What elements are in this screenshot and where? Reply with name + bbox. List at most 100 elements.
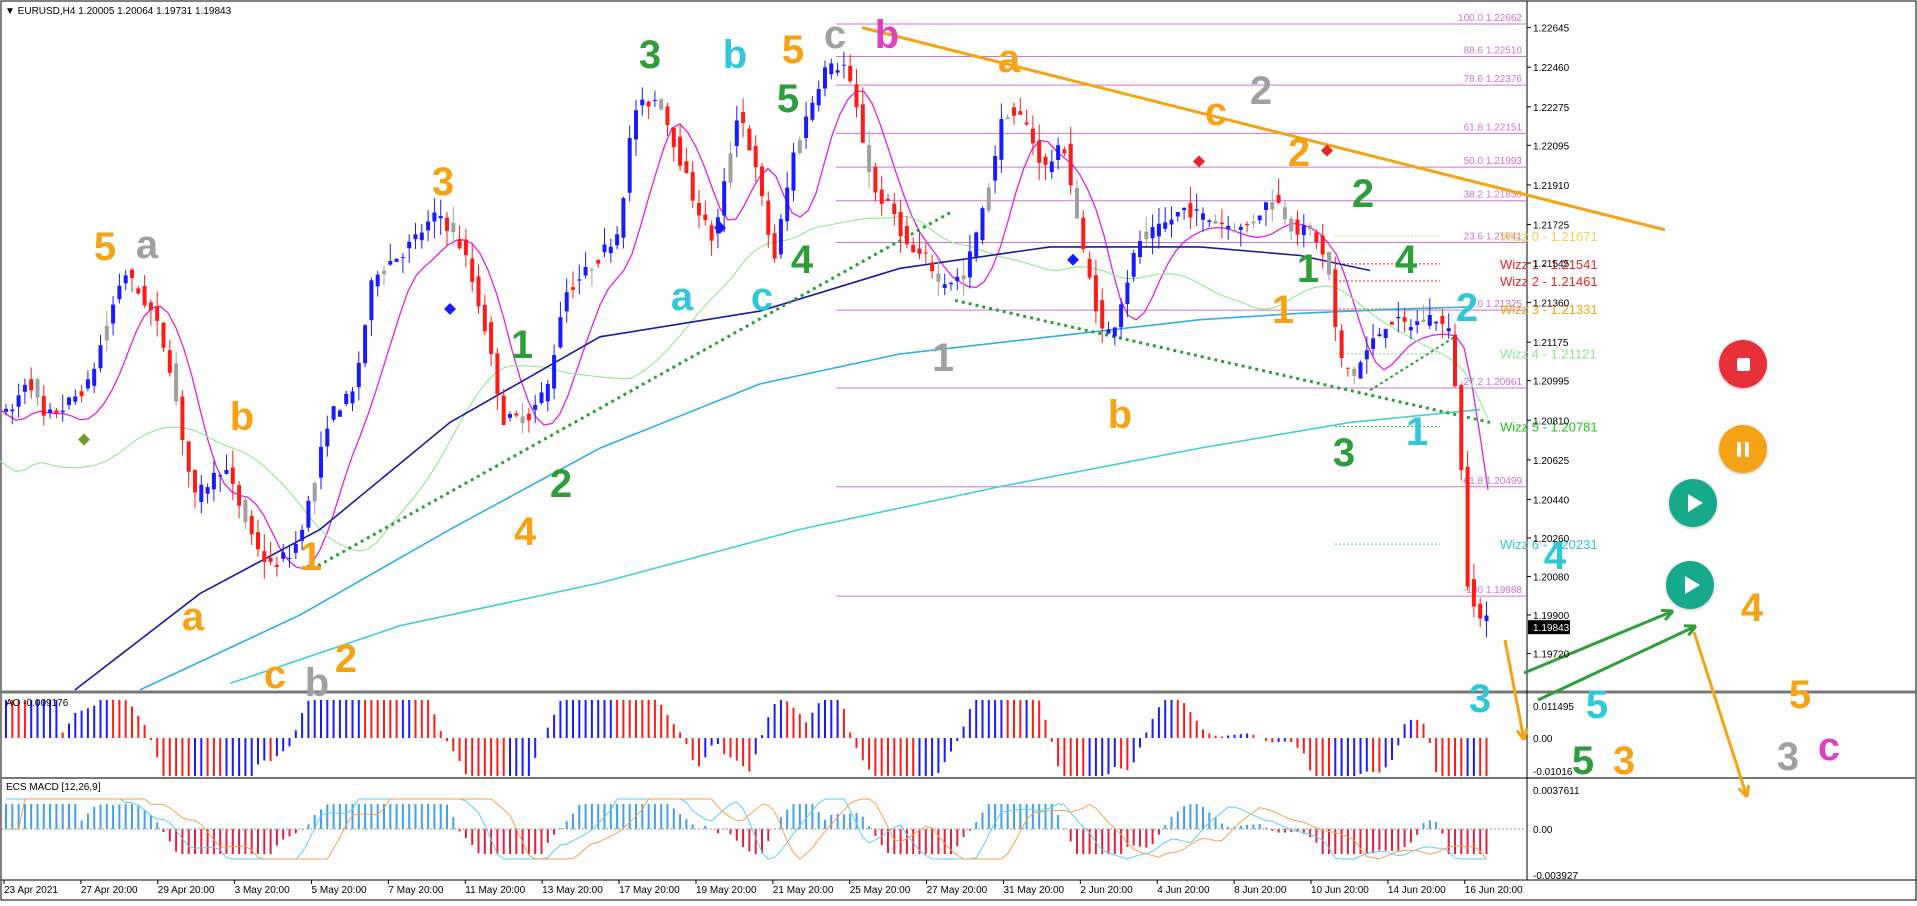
price-axis-label: 1.21725 [1533,220,1570,231]
candle-body [281,552,286,559]
candle-body [218,475,223,477]
candle-body [942,284,947,288]
candle-body [123,275,128,284]
candle-body [489,322,494,355]
candle-body [810,102,815,120]
candle-body [199,484,204,502]
candle-body [79,391,84,397]
candle-body [986,187,991,211]
candle-body [67,397,71,406]
candle-body [1201,213,1205,220]
wave-label: c [824,13,846,57]
wave-label: 1 [1272,288,1294,332]
wave-label: a [136,223,159,267]
price-axis-label: 1.22095 [1533,141,1570,152]
last-price-label: 1.19843 [1533,623,1570,634]
play-button[interactable] [1669,479,1717,527]
resistance-trendline [861,26,1666,232]
price-axis-label: 1.21910 [1533,181,1570,192]
candle-body [627,138,632,193]
support-trendline [954,298,1491,424]
candle-body [1453,334,1457,387]
candle-body [1144,231,1149,240]
candle-body [1024,122,1029,125]
candle-body [243,499,248,523]
candle-body [1087,258,1092,278]
candle-body [130,269,134,279]
candle-body [1383,329,1388,338]
candle-body [804,116,809,138]
candle-body [1049,161,1054,172]
candle-body [1150,227,1155,239]
time-axis-label: 23 Apr 2021 [4,885,58,896]
candle-body [930,262,935,272]
candle-body [1352,368,1357,376]
time-axis-label: 13 May 20:00 [542,885,603,896]
candle-body [337,410,342,417]
candle-body [564,292,569,312]
candle-body [1245,223,1250,226]
candle-body [1238,226,1243,230]
candle-body [1119,304,1124,328]
price-axis-label: 1.19720 [1533,649,1570,660]
candle-body [760,166,764,197]
candle-body [949,282,953,285]
pause-button[interactable] [1719,425,1767,473]
candle-body [476,276,481,307]
wizz-level-label: Wizz 4 - 1.21121 [1500,347,1597,362]
price-axis-label: 1.22460 [1533,63,1570,74]
candle-body [413,234,418,240]
price-axis-label: 1.22275 [1533,103,1570,114]
wave-label: 5 [1572,739,1594,783]
candle-body [375,274,380,287]
fib-level-label: -27.2 1.20961 [1460,377,1522,388]
candle-body [293,543,298,553]
candle-body [136,288,141,294]
candle-body [734,120,739,146]
time-axis-label: 2 Jun 20:00 [1080,885,1133,896]
wave-label: 4 [1544,534,1567,578]
price-axis-label: 1.22645 [1533,24,1570,35]
candle-body [29,379,34,391]
candle-body [1251,221,1256,224]
symbol-header: ▼ EURUSD,H4 1.20005 1.20064 1.19731 1.19… [5,6,232,17]
candle-body [1112,327,1117,337]
wave-label: 5 [94,225,116,269]
candle-body [728,153,733,183]
candle-body [1056,145,1061,160]
price-axis-label: 1.20995 [1533,377,1570,388]
candle-body [1333,269,1338,327]
candle-body [1030,128,1035,144]
candle-body [1012,107,1016,116]
play-button-secondary[interactable] [1666,561,1714,609]
candle-body [268,557,273,562]
candle-body [1289,218,1294,232]
wave-label: c [751,275,773,319]
signal-diamond [78,433,90,446]
candle-body [892,203,897,215]
candle-body [690,172,695,201]
candle-body [224,469,229,474]
candle-body [1207,220,1212,222]
time-axis-label: 7 May 20:00 [388,885,443,896]
candle-body [1131,252,1136,277]
wave-label: 3 [1469,677,1491,721]
candle-body [300,529,305,541]
candle-body [1264,202,1268,210]
wave-label: b [1108,393,1132,437]
price-axis-label: 1.20625 [1533,456,1570,467]
candle-body [589,269,594,271]
macd-label: ECS MACD [12,26,9] [6,782,101,793]
candle-body [1163,222,1168,229]
candle-body [558,317,563,348]
candle-body [1377,334,1382,337]
stop-button[interactable] [1719,340,1767,388]
candle-body [1427,314,1432,326]
wave-label: 5 [1789,673,1811,717]
candle-body [319,446,323,478]
candle-body [860,104,865,143]
candle-body [174,363,179,402]
candle-body [148,302,153,311]
